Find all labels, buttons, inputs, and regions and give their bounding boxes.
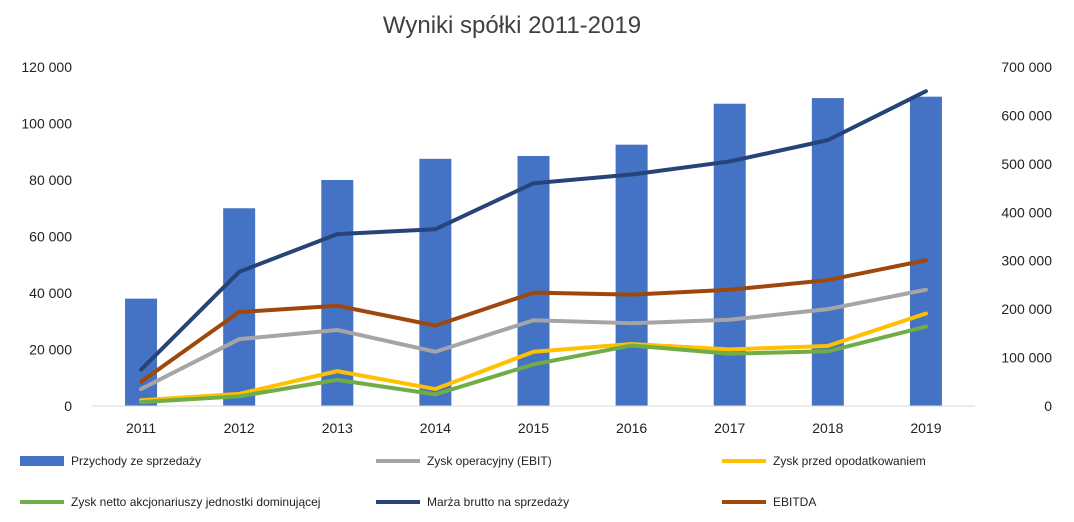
right-axis-tick-label: 300 000 (1001, 253, 1052, 269)
series-line (139, 324, 928, 405)
left-axis-tick-label: 80 000 (29, 172, 72, 188)
bar (223, 208, 256, 406)
x-axis-tick-label: 2014 (420, 420, 451, 436)
legend-label: Zysk przed opodatkowaniem (773, 454, 926, 468)
legend-item: Zysk przed opodatkowaniem (722, 454, 926, 468)
left-axis-tick-label: 0 (64, 398, 72, 414)
legend-label: Zysk netto akcjonariuszy jednostki domin… (71, 495, 320, 509)
legend-item: EBITDA (722, 495, 816, 509)
bar (909, 96, 942, 406)
legend-item: Zysk netto akcjonariuszy jednostki domin… (20, 495, 320, 509)
right-axis-tick-label: 0 (1044, 398, 1052, 414)
x-axis-tick-label: 2015 (518, 420, 549, 436)
legend-label: Zysk operacyjny (EBIT) (427, 454, 552, 468)
legend-label: Przychody ze sprzedaży (71, 454, 201, 468)
left-axis: 0 20 000 40 000 60 000 80 000 100 000 120 000 (21, 59, 72, 414)
legend-item: Marża brutto na sprzedaży (376, 495, 569, 509)
series-line (139, 311, 928, 403)
bar (713, 103, 746, 406)
left-axis-tick-label: 100 000 (21, 116, 72, 132)
line-series (139, 89, 928, 405)
bar (615, 144, 648, 406)
chart-title: Wyniki spółki 2011-2019 (383, 12, 641, 39)
right-axis-tick-label: 600 000 (1001, 107, 1052, 123)
right-axis-tick-label: 100 000 (1001, 350, 1052, 366)
legend-label: Marża brutto na sprzedaży (427, 495, 569, 509)
x-axis-tick-label: 2011 (126, 420, 156, 436)
legend-swatch (20, 456, 64, 466)
x-axis-tick-label: 2012 (224, 420, 255, 436)
left-axis-tick-label: 60 000 (29, 229, 72, 245)
left-axis-tick-label: 20 000 (29, 342, 72, 358)
legend: Przychody ze sprzedaży Zysk operacyjny (E… (20, 454, 926, 509)
series-line (139, 258, 928, 384)
bar (321, 180, 354, 406)
bar (811, 98, 844, 406)
bar (419, 158, 452, 406)
left-axis-tick-label: 40 000 (29, 285, 72, 301)
right-axis-tick-label: 500 000 (1001, 156, 1052, 172)
x-axis-tick-label: 2018 (812, 420, 843, 436)
x-axis-tick-label: 2016 (616, 420, 647, 436)
left-axis-tick-label: 120 000 (21, 59, 72, 75)
series-line (139, 89, 928, 372)
legend-label: EBITDA (773, 495, 816, 509)
x-axis-tick-label: 2017 (714, 420, 745, 436)
legend-item: Zysk operacyjny (EBIT) (376, 454, 552, 468)
x-axis-tick-label: 2019 (910, 420, 941, 436)
right-axis-tick-label: 400 000 (1001, 204, 1052, 220)
legend-item: Przychody ze sprzedaży (20, 454, 201, 468)
x-axis: 2011 2012 2013 2014 2015 2016 2017 2018 2019 (126, 420, 942, 436)
series-line (139, 287, 928, 392)
x-axis-tick-label: 2013 (322, 420, 353, 436)
right-axis: 0 100 000 200 000 300 000 400 000 500 000 600 … (1001, 59, 1052, 414)
right-axis-tick-label: 700 000 (1001, 59, 1052, 75)
right-axis-tick-label: 200 000 (1001, 301, 1052, 317)
